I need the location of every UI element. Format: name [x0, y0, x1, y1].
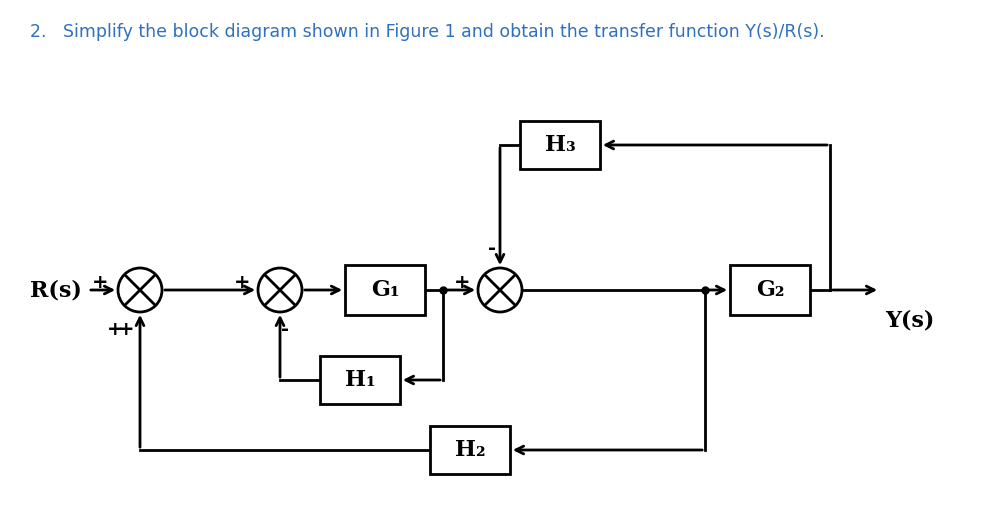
- Text: -: -: [281, 320, 289, 339]
- Text: +: +: [453, 272, 470, 292]
- Text: +: +: [118, 320, 135, 339]
- Text: H₂: H₂: [454, 439, 485, 461]
- Text: +: +: [91, 272, 108, 292]
- Text: H₁: H₁: [345, 369, 375, 391]
- FancyBboxPatch shape: [345, 265, 425, 315]
- FancyBboxPatch shape: [730, 265, 810, 315]
- Text: G₂: G₂: [755, 279, 784, 301]
- Text: 2.   Simplify the block diagram shown in Figure 1 and obtain the transfer functi: 2. Simplify the block diagram shown in F…: [30, 23, 825, 41]
- Text: R(s): R(s): [30, 279, 82, 301]
- FancyBboxPatch shape: [520, 121, 600, 169]
- Text: -: -: [488, 239, 496, 258]
- Text: Y(s): Y(s): [885, 309, 935, 331]
- FancyBboxPatch shape: [320, 356, 400, 404]
- Text: +: +: [107, 320, 123, 339]
- Text: H₃: H₃: [544, 134, 575, 156]
- Text: G₁: G₁: [370, 279, 399, 301]
- Text: +: +: [234, 272, 250, 292]
- FancyBboxPatch shape: [430, 426, 510, 474]
